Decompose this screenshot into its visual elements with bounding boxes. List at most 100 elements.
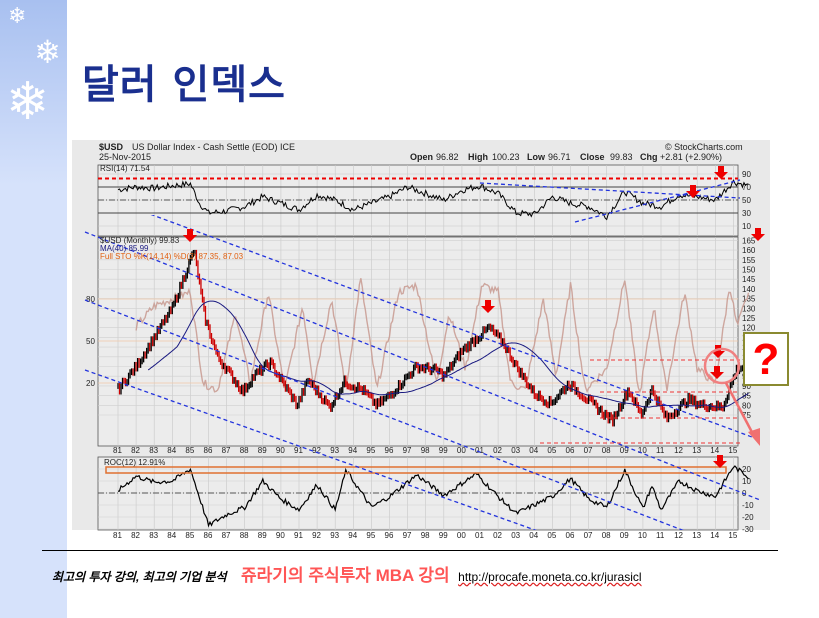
x-tick-label: 11 [656,531,665,540]
price-panel [97,236,739,447]
x-tick-label: 86 [204,446,213,455]
roc-ytick-label: -10 [742,501,754,510]
x-tick-label: 07 [584,531,593,540]
x-tick-label: 95 [366,446,375,455]
footer-tagline: 최고의 투자 강의, 최고의 기업 분석 [52,570,227,584]
trend-line [150,215,761,441]
open-label: Open [410,152,433,162]
price-ytick-label: 155 [742,256,756,265]
x-tick-label: 86 [204,531,213,540]
x-tick-label: 88 [240,446,249,455]
red-down-arrow-icon [183,229,197,242]
ma-label: MA(40) 85.99 [100,244,149,253]
x-tick-label: 93 [330,531,339,540]
question-mark-box: ? [743,332,789,386]
x-tick-label: 96 [385,446,394,455]
roc-line [117,465,749,528]
close-label: Close [580,152,605,162]
x-tick-label: 00 [457,446,466,455]
snowflake-icon: ❄ [8,4,27,29]
trend-line [84,299,684,530]
x-tick-label: 14 [710,446,719,455]
x-tick-label: 03 [511,531,520,540]
x-tick-label: 89 [258,446,267,455]
price-ytick-label: 80 [742,401,751,410]
highlight-circle [703,347,741,385]
price-ytick-label: 165 [742,236,756,245]
price-ytick-label: 75 [742,411,751,420]
x-tick-label: 04 [529,531,538,540]
x-tick-label: 97 [403,531,412,540]
price-ytick-label: 130 [742,304,756,313]
x-tick-label: 94 [348,446,357,455]
price-ytick-label: 135 [742,295,756,304]
x-tick-label: 90 [276,446,285,455]
high-label: High [468,152,488,162]
rsi-ytick-label: 70 [742,183,751,192]
slide-side-strip: ❄ ❄ ❄ [0,0,67,618]
chg-label: Chg [640,152,658,162]
red-down-arrow-icon [710,366,724,379]
x-tick-label: 01 [475,531,484,540]
x-tick-label: 88 [240,531,249,540]
x-tick-label: 96 [385,531,394,540]
roc-resistance-box [105,466,727,474]
roc-ytick-label: 10 [742,477,751,486]
x-tick-label: 82 [131,531,140,540]
x-tick-label: 97 [403,446,412,455]
sto-ytick-label: 80 [86,295,95,304]
x-tick-label: 03 [511,446,520,455]
x-tick-label: 06 [566,531,575,540]
red-down-arrow-icon [686,185,700,198]
price-ytick-label: 125 [742,314,756,323]
x-tick-label: 87 [222,446,231,455]
x-tick-label: 10 [638,446,647,455]
sto-ytick-label: 20 [86,379,95,388]
x-tick-label: 87 [222,531,231,540]
x-tick-label: 92 [312,531,321,540]
projection-arrowhead-icon [748,428,760,446]
x-tick-label: 98 [421,531,430,540]
x-tick-label: 90 [276,531,285,540]
close-value: 99.83 [610,152,633,162]
price-label: $USD (Monthly) 99.83 [100,236,180,245]
roc-ytick-label: -30 [742,525,754,534]
price-ytick-label: 85 [742,392,751,401]
x-tick-label: 13 [692,446,701,455]
price-ytick-label: 150 [742,266,756,275]
chart-date: 25-Nov-2015 [99,152,151,162]
x-tick-label: 89 [258,531,267,540]
red-down-arrow-icon [711,345,725,358]
price-ytick-label: 160 [742,246,756,255]
x-tick-label: 09 [620,531,629,540]
x-tick-label: 05 [547,446,556,455]
rsi-label: RSI(14) 71.54 [100,164,150,173]
x-tick-label: 83 [149,446,158,455]
red-down-arrow-icon [751,228,765,241]
trend-line [479,182,741,199]
x-tick-label: 84 [167,446,176,455]
snowflake-icon: ❄ [6,72,50,132]
chart-symbol: $USD [99,142,124,152]
roc-ytick-label: 20 [742,465,751,474]
rsi-ytick-label: 90 [742,170,751,179]
trend-line [84,369,537,530]
snowflake-icon: ❄ [34,33,61,71]
x-tick-label: 14 [710,531,719,540]
red-down-arrow-icon [481,300,495,313]
price-ytick-label: 120 [742,324,756,333]
x-tick-label: 11 [656,446,665,455]
price-ytick-label: 145 [742,275,756,284]
x-tick-label: 00 [457,531,466,540]
roc-ytick-label: -20 [742,513,754,522]
rsi-ytick-label: 50 [742,196,751,205]
x-tick-label: 84 [167,531,176,540]
x-tick-label: 93 [330,446,339,455]
chart-source: © StockCharts.com [665,142,743,152]
x-tick-label: 91 [294,446,303,455]
price-ytick-label: 140 [742,285,756,294]
footer-url[interactable]: http://procafe.moneta.co.kr/jurasicl [458,570,642,584]
x-tick-label: 99 [439,446,448,455]
x-tick-label: 83 [149,531,158,540]
